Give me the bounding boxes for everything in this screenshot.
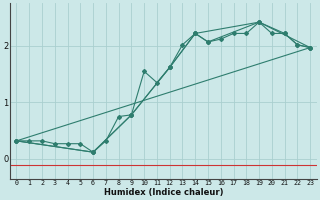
X-axis label: Humidex (Indice chaleur): Humidex (Indice chaleur) — [104, 188, 223, 197]
